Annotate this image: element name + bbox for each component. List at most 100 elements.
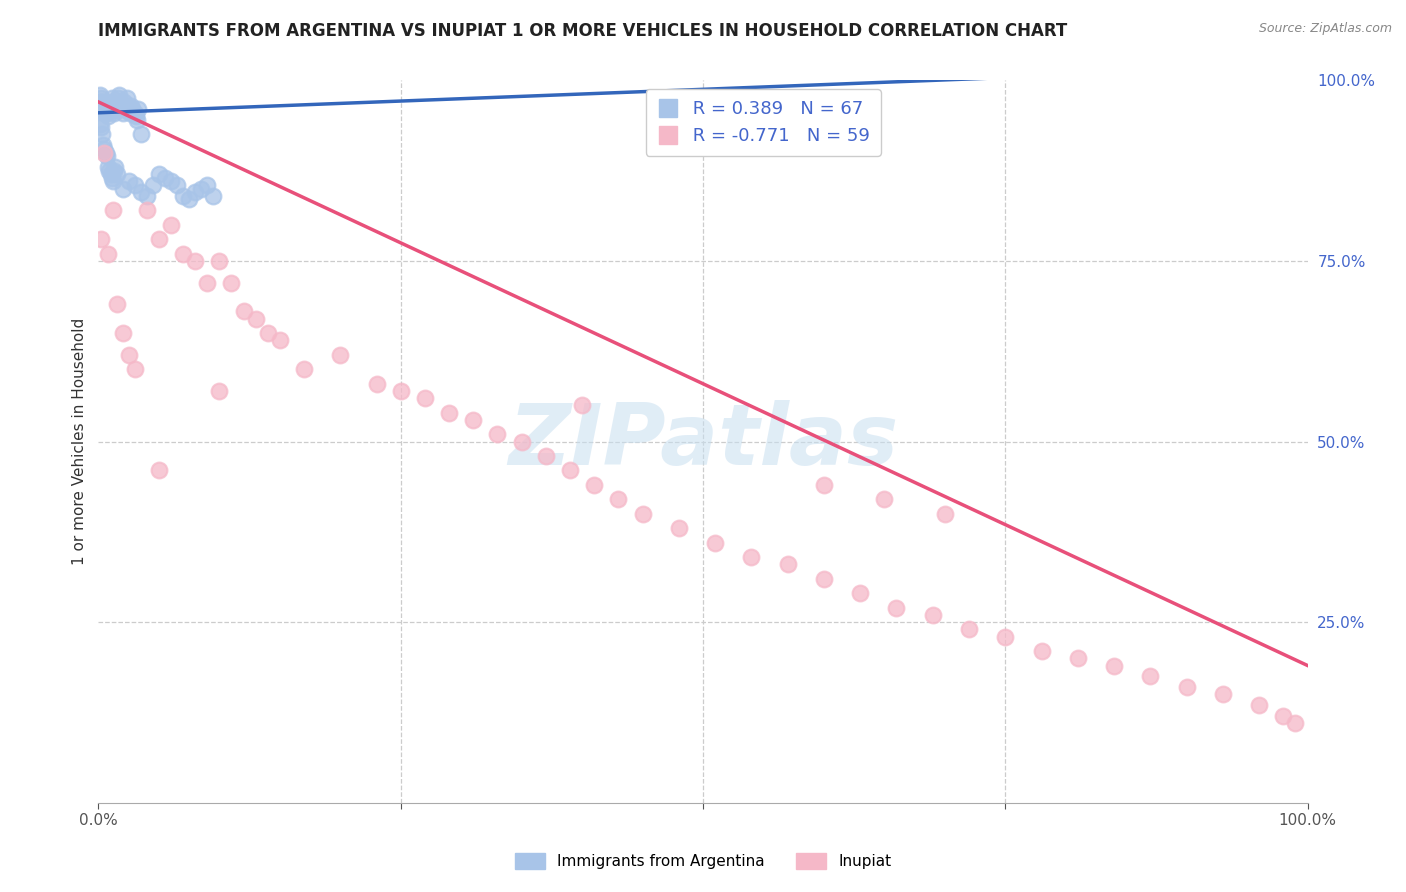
Point xyxy=(118,102,141,116)
Point xyxy=(90,91,112,105)
Point xyxy=(208,253,231,268)
Point xyxy=(107,91,129,105)
Point xyxy=(100,167,122,181)
Point xyxy=(921,607,943,622)
Point xyxy=(91,102,114,116)
Point xyxy=(96,105,118,120)
Point xyxy=(118,348,141,362)
Point xyxy=(160,218,183,232)
Point xyxy=(148,232,170,246)
Point xyxy=(957,623,980,637)
Point xyxy=(413,391,436,405)
Point xyxy=(534,449,557,463)
Point xyxy=(90,95,112,109)
Point xyxy=(118,105,141,120)
Point xyxy=(153,170,176,185)
Point xyxy=(172,246,194,260)
Point xyxy=(120,98,142,112)
Point xyxy=(1284,716,1306,731)
Point xyxy=(111,326,134,340)
Text: Source: ZipAtlas.com: Source: ZipAtlas.com xyxy=(1258,22,1392,36)
Point xyxy=(184,186,207,200)
Point xyxy=(813,572,835,586)
Point xyxy=(91,95,114,109)
Point xyxy=(90,120,112,135)
Point xyxy=(93,145,115,160)
Point xyxy=(112,95,135,109)
Point xyxy=(776,558,799,572)
Point xyxy=(100,91,122,105)
Point xyxy=(100,170,122,185)
Point xyxy=(934,507,956,521)
Point xyxy=(90,232,112,246)
Point xyxy=(98,98,121,112)
Point xyxy=(195,276,218,290)
Point xyxy=(886,600,908,615)
Point xyxy=(101,203,124,218)
Point xyxy=(118,174,141,188)
Point xyxy=(668,521,690,535)
Point xyxy=(256,326,278,340)
Point xyxy=(558,463,581,477)
Point xyxy=(232,304,254,318)
Point xyxy=(97,160,120,174)
Point xyxy=(631,507,654,521)
Point xyxy=(1249,698,1271,713)
Point xyxy=(849,586,872,600)
Point xyxy=(292,362,315,376)
Point xyxy=(111,182,134,196)
Point xyxy=(142,178,165,192)
Point xyxy=(127,113,149,128)
Point xyxy=(125,110,148,124)
Point xyxy=(104,98,127,112)
Point xyxy=(105,167,128,181)
Point xyxy=(97,246,120,260)
Point xyxy=(93,105,115,120)
Point xyxy=(994,630,1017,644)
Point xyxy=(103,163,125,178)
Point xyxy=(135,189,157,203)
Point xyxy=(104,160,127,174)
Point xyxy=(245,311,267,326)
Point xyxy=(124,362,146,376)
Point xyxy=(94,102,117,116)
Point xyxy=(184,253,207,268)
Point xyxy=(704,535,727,549)
Point xyxy=(124,178,146,192)
Point xyxy=(179,193,201,207)
Point xyxy=(93,142,115,156)
Point xyxy=(740,550,762,565)
Text: ZIPatlas: ZIPatlas xyxy=(508,400,898,483)
Point xyxy=(94,145,117,160)
Point xyxy=(1175,680,1198,694)
Point xyxy=(195,178,218,192)
Point xyxy=(117,91,139,105)
Point xyxy=(100,95,122,109)
Point xyxy=(607,492,630,507)
Legend:  R = 0.389   N = 67,  R = -0.771   N = 59: R = 0.389 N = 67, R = -0.771 N = 59 xyxy=(645,89,882,156)
Point xyxy=(129,128,152,142)
Point xyxy=(166,178,188,192)
Point xyxy=(873,492,896,507)
Point xyxy=(1212,687,1234,701)
Point xyxy=(1102,658,1125,673)
Point xyxy=(97,110,120,124)
Point xyxy=(101,102,124,116)
Point xyxy=(105,102,128,116)
Point xyxy=(437,406,460,420)
Point xyxy=(160,174,183,188)
Point xyxy=(1272,709,1295,723)
Text: IMMIGRANTS FROM ARGENTINA VS INUPIAT 1 OR MORE VEHICLES IN HOUSEHOLD CORRELATION: IMMIGRANTS FROM ARGENTINA VS INUPIAT 1 O… xyxy=(98,22,1067,40)
Point xyxy=(202,189,225,203)
Point xyxy=(101,174,124,188)
Point xyxy=(98,163,121,178)
Point xyxy=(91,128,114,142)
Point xyxy=(114,102,136,116)
Point xyxy=(89,117,111,131)
Point xyxy=(148,167,170,181)
Point xyxy=(124,105,146,120)
Point xyxy=(486,427,509,442)
Point xyxy=(1067,651,1090,665)
Point xyxy=(91,138,114,153)
Point xyxy=(89,87,111,102)
